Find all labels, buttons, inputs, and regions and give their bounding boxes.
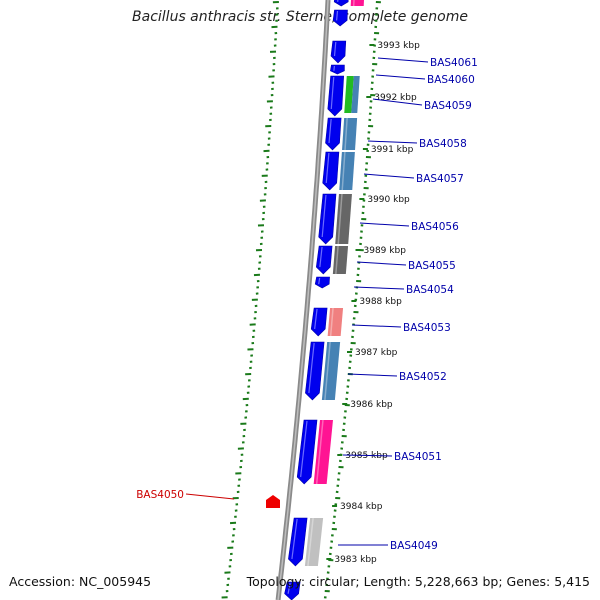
kbp-label: 3983 kbp [334,555,377,565]
cog-block-shine [337,193,343,245]
gene-arrow [310,307,328,337]
accession-text: Accession: NC_005945 [9,574,152,589]
kbp-label: 3987 kbp [355,348,398,358]
gene-arrow-shine [318,277,321,285]
gene-arrow-shine [287,582,291,594]
gene-label: BAS4058 [419,138,467,150]
cog-block-steel [351,76,360,113]
cog-block-pink [313,420,333,484]
kbp-label: 3991 kbp [371,145,414,155]
cog-block-shine [341,151,346,191]
gene-arrow-shine [336,10,339,21]
gene-arrow [332,9,348,27]
gene-label-leader [359,222,410,227]
kbp-label: 3986 kbp [350,400,393,410]
cog-block-shine [352,0,355,7]
gene-label: BAS4052 [399,371,447,383]
gene-arrow-shine [325,152,330,184]
backbone-line [275,0,331,600]
gene-label-leader [185,493,235,500]
gene-label-leader [363,173,415,179]
gene-label: BAS4056 [411,221,459,233]
cog-block-steel [342,118,358,150]
gene-arrow-shine [300,420,308,478]
kbp-label: 3988 kbp [359,297,402,307]
gene-arrow-shine [308,342,315,394]
gene-label: BAS4061 [430,57,478,69]
gene-label: BAS4049 [390,540,438,552]
cog-block-shine [329,307,334,337]
gene-marker-red [266,495,280,508]
gene-arrow [315,245,333,275]
gene-label-leader [375,74,426,80]
gene-arrow [305,341,325,401]
gene-arrow-shine [333,41,337,57]
cog-block-shine [307,517,314,567]
kbp-ruler: 3993 kbp 3992 kbp 3991 kbp 3990 kbp 3989 kbp… [326,41,420,565]
cog-block-shine [315,419,324,485]
gene-labels-layer: BAS4061 BAS4060 BAS4059 BAS4058 BAS4057 BAS40… [136,57,478,552]
gene-arrow [333,0,349,7]
gene-arrow-shine [291,518,298,560]
gene-label: BAS4057 [416,173,464,185]
gene-label-leader [351,324,402,328]
cog-block-shine [335,245,339,275]
kbp-label: 3990 kbp [367,195,410,205]
backbone-highlight [277,0,329,600]
gene-label: BAS4053 [403,322,451,334]
gene-arrow-shine [337,0,339,2]
gene-arrow-shine [333,65,335,71]
map-title: Bacillus anthracis str. Sterne, complete… [132,9,468,25]
gene-label: BAS4050 [136,489,184,501]
kbp-label: 3992 kbp [374,93,417,103]
gene-label-leader [353,286,405,290]
gene-arrow [284,581,301,600]
cog-block-gray [332,246,349,274]
gene-label: BAS4051 [394,451,442,463]
gene-label-leader [367,140,418,144]
gene-label: BAS4059 [424,100,472,112]
gene-label: BAS4055 [408,260,456,272]
gene-arrow-shine [321,194,327,238]
gc-ticks-layer [221,1,381,599]
gene-arrow [327,75,345,117]
genes-layer [266,0,364,600]
gene-arrow [314,276,330,289]
gene-label-leader [372,98,423,106]
genome-summary-text: Topology: circular; Length: 5,228,663 bp… [246,574,590,589]
cog-block-shine [324,341,331,401]
gene-label: BAS4054 [406,284,454,296]
cog-block-silver [304,518,324,566]
gene-arrow [288,517,308,567]
gene-label-leader [377,57,429,63]
kbp-label: 3984 kbp [340,502,383,512]
gene-arrow [296,419,318,485]
cog-block-shine [344,117,348,151]
cog-block-steel [321,342,341,400]
backbone-layer [275,0,331,600]
kbp-label: 3993 kbp [377,41,420,51]
cog-block-salmon [327,308,344,336]
gene-arrow [325,117,342,151]
gene-label: BAS4060 [427,74,475,86]
cog-block-pink [350,0,364,6]
cog-block-green [344,76,354,113]
gene-arrow-shine [328,118,332,144]
gene-arrow [322,151,340,191]
gene-arrow [330,40,347,64]
gene-arrow [330,64,345,75]
kbp-label: 3989 kbp [364,246,407,256]
kbp-label: 3985 kbp [345,451,388,461]
gene-label-leader [342,454,393,457]
cog-block-steel [339,152,355,190]
cog-block-gray [335,194,352,244]
gene-label-leader [347,373,398,377]
gene-arrow-shine [314,308,318,330]
gene-arrow-shine [330,76,335,110]
gene-arrow-shine [319,246,323,268]
gene-label-leader [356,261,407,266]
gene-arrow [318,193,337,245]
